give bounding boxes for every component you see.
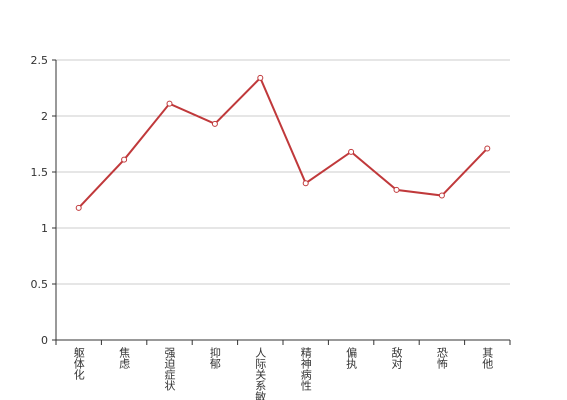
- point: [438, 192, 445, 199]
- point: [302, 180, 309, 187]
- point: [484, 145, 491, 152]
- x-tick-label: 偏执: [345, 346, 358, 370]
- y-tick-label: 1: [41, 222, 48, 235]
- x-tick-label: 恐怖: [435, 347, 448, 369]
- y-tick-label: 2.5: [31, 54, 49, 67]
- y-tick-label: 0.5: [31, 278, 49, 291]
- x-tick-label: 其他: [481, 347, 494, 369]
- point: [348, 148, 355, 155]
- x-tick-label: 强迫症状: [163, 347, 176, 391]
- point: [257, 74, 264, 81]
- point: [75, 204, 82, 211]
- line: [77, 76, 489, 209]
- x-tick-label: 人际关系敏感: [254, 347, 267, 400]
- y-tick-label: 0: [41, 334, 48, 347]
- y-tick-label: 1.5: [31, 166, 49, 179]
- x-tick-label: 焦虑: [118, 347, 131, 369]
- point: [166, 100, 173, 107]
- y-tick-label: 2: [41, 110, 48, 123]
- x-tick-label: 躯体化: [72, 347, 85, 381]
- point: [121, 156, 128, 163]
- point: [211, 120, 218, 127]
- x-tick-label: 敌对: [390, 346, 403, 369]
- point: [393, 186, 400, 193]
- x-tick-label: 抑郁: [208, 346, 221, 369]
- x-tick-label: 精神病性: [299, 347, 312, 392]
